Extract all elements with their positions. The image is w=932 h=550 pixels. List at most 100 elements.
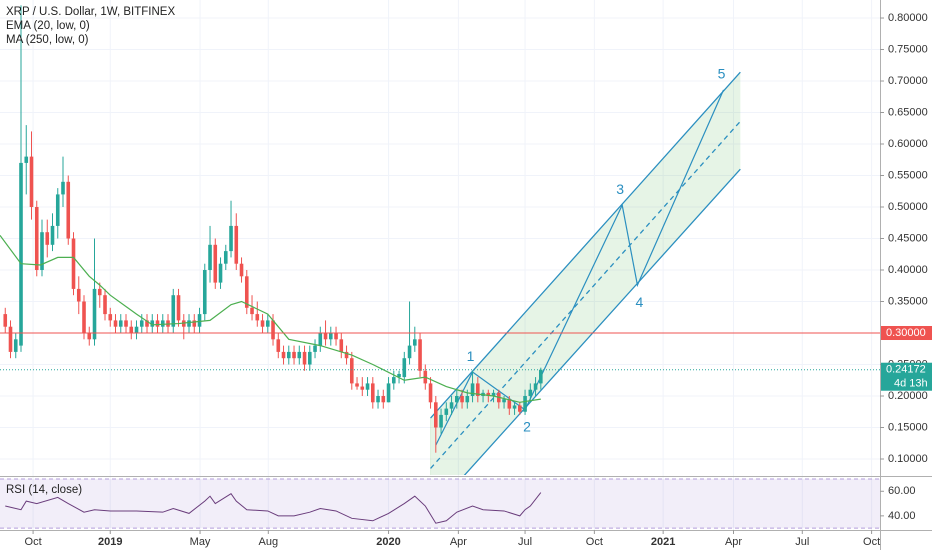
candle-body <box>87 333 92 340</box>
wave-label: 1 <box>467 348 475 364</box>
candle-body <box>402 358 407 378</box>
candle-body <box>328 333 333 340</box>
candle-body <box>391 377 396 384</box>
candle-body <box>24 156 29 163</box>
candle-body <box>50 225 55 245</box>
candle-body <box>129 326 134 334</box>
candle-body <box>139 320 144 327</box>
x-tick-label: Apr <box>725 536 742 548</box>
candle-body <box>255 314 260 321</box>
candle-body <box>376 396 380 403</box>
candle-body <box>3 314 8 327</box>
candle-body <box>55 194 60 226</box>
x-tick-label: 2020 <box>376 536 400 548</box>
candle-body <box>61 181 65 195</box>
y-tick-label: 0.45000 <box>888 232 928 244</box>
candle-body <box>360 386 365 390</box>
candle-body <box>276 339 281 352</box>
candle-body <box>370 383 375 403</box>
candle-body <box>113 320 118 327</box>
candle-body <box>150 320 155 327</box>
candle-body <box>208 244 212 271</box>
candle-body <box>108 314 113 321</box>
candle-body <box>286 351 291 359</box>
candle-body <box>13 339 18 352</box>
candle-body <box>239 263 244 277</box>
candle-body <box>465 396 470 403</box>
candle-body <box>66 181 71 239</box>
candle-body <box>344 351 349 359</box>
last-price-box <box>881 362 932 391</box>
candle-body <box>45 232 50 245</box>
candle-body <box>134 326 139 334</box>
candle-body <box>297 351 302 359</box>
candle-body <box>103 295 107 315</box>
x-tick-label: Jul <box>518 536 532 548</box>
candle-body <box>412 339 417 346</box>
candle-body <box>29 156 34 208</box>
candle-body <box>428 383 433 403</box>
candle-body <box>40 232 44 271</box>
candle-body <box>476 383 480 397</box>
candle-body <box>176 295 181 321</box>
x-tick-label: Apr <box>450 536 467 548</box>
candle-body <box>218 263 223 283</box>
candle-body <box>265 320 270 327</box>
y-tick-label: 0.50000 <box>888 201 928 213</box>
candle-body <box>34 207 39 271</box>
rsi-line <box>5 492 542 524</box>
candle-body <box>160 320 165 327</box>
drawings <box>430 71 741 475</box>
y-tick-label: 0.10000 <box>888 453 928 465</box>
candle-body <box>260 320 265 327</box>
candle-body <box>539 369 543 384</box>
candle-body <box>397 373 401 378</box>
candle-body <box>528 389 533 397</box>
candle-body <box>407 345 412 359</box>
x-tick-label: Oct <box>586 536 603 548</box>
wave-label: 2 <box>523 419 531 435</box>
candle-body <box>19 162 23 346</box>
x-tick-label: 2019 <box>98 536 122 548</box>
candle-body <box>339 339 344 352</box>
y-tick-label: 0.70000 <box>888 75 928 87</box>
channel-median <box>430 120 741 469</box>
y-tick-label: 0.55000 <box>888 169 928 181</box>
candle-body <box>365 383 370 390</box>
wave-label: 5 <box>718 66 726 82</box>
channel-fill <box>430 72 741 475</box>
x-tick-label: Aug <box>259 536 279 548</box>
axes: 0.80000 0.75000 0.70000 0.65000 0.60000 0.550… <box>25 12 932 548</box>
wave-label: 4 <box>636 294 644 310</box>
y-tick-label: 0.40000 <box>888 264 928 276</box>
candle-body <box>213 244 218 283</box>
last-price-label: 0.24172 <box>886 364 926 376</box>
wave-path <box>435 89 725 446</box>
candle-body <box>449 402 454 409</box>
y-tick-label: 0.35000 <box>888 295 928 307</box>
candle-body <box>234 225 239 264</box>
x-tick-label: Oct <box>25 536 42 548</box>
candle-body <box>281 351 286 359</box>
y-tick-label: 0.15000 <box>888 421 928 433</box>
candle-body <box>518 405 522 412</box>
candle-body <box>92 288 97 340</box>
candle-body <box>292 351 296 359</box>
candle-body <box>355 383 359 387</box>
candle-body <box>145 320 149 327</box>
candle-body <box>491 392 496 397</box>
candle-body <box>318 333 323 346</box>
x-tick-label: Oct <box>863 536 880 548</box>
price-label-box <box>881 326 932 341</box>
candle-body <box>502 399 506 403</box>
chart-title: XRP / U.S. Dollar, 1W, BITFINEX <box>6 6 175 18</box>
candle-body <box>118 320 123 327</box>
candle-body <box>418 339 422 371</box>
y-tick-label: 0.60000 <box>888 138 928 150</box>
rsi-band <box>0 478 880 529</box>
candle-body <box>313 345 317 352</box>
candle-body <box>192 320 197 327</box>
candle-body <box>229 225 233 252</box>
